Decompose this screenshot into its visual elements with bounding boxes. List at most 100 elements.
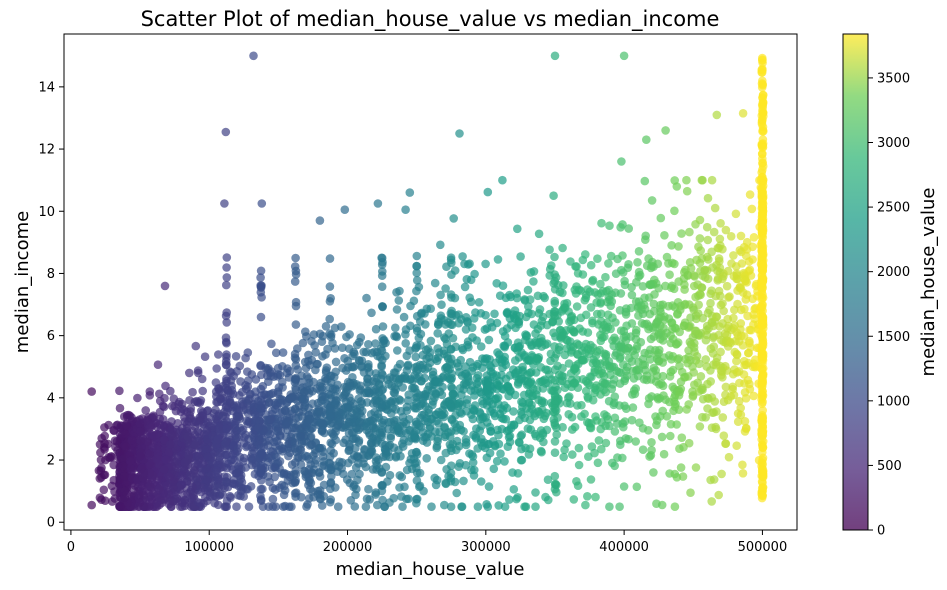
scatter-point: [441, 334, 450, 344]
scatter-point: [558, 363, 567, 373]
scatter-point: [234, 412, 244, 421]
scatter-point: [300, 394, 310, 404]
scatter-point: [551, 332, 560, 341]
scatter-point: [587, 442, 597, 451]
scatter-point: [757, 251, 766, 261]
scatter-point: [535, 377, 545, 387]
scatter-point: [447, 414, 456, 424]
scatter-point: [364, 360, 373, 369]
scatter-point: [532, 340, 542, 350]
scatter-point: [446, 375, 456, 385]
scatter-point: [550, 395, 560, 405]
scatter-point: [541, 492, 550, 502]
scatter-point: [126, 463, 135, 473]
scatter-point: [574, 443, 584, 453]
scatter-point: [406, 321, 415, 331]
scatter-point: [364, 340, 373, 349]
scatter-point: [736, 410, 746, 420]
scatter-point: [530, 411, 539, 421]
scatter-point: [290, 374, 300, 384]
scatter-point: [345, 381, 354, 391]
scatter-point: [469, 471, 479, 480]
scatter-point: [287, 502, 296, 512]
scatter-point: [703, 308, 713, 318]
scatter-point: [586, 475, 596, 484]
scatter-point: [191, 341, 201, 351]
scatter-point: [702, 362, 711, 371]
scatter-point: [745, 384, 755, 394]
scatter-point: [280, 501, 290, 511]
scatter-point: [672, 182, 682, 191]
scatter-point: [597, 366, 606, 376]
scatter-point: [222, 424, 231, 434]
scatter-point: [145, 387, 155, 396]
scatter-point: [661, 126, 670, 135]
scatter-point: [95, 474, 105, 483]
scatter-point: [716, 219, 725, 228]
scatter-point: [644, 349, 653, 359]
scatter-point: [105, 453, 115, 463]
scatter-point: [211, 487, 221, 497]
scatter-point: [136, 451, 145, 461]
scatter-point: [620, 401, 629, 411]
scatter-point: [745, 190, 755, 199]
scatter-point: [196, 487, 206, 497]
scatter-point: [309, 465, 319, 474]
scatter-point: [749, 391, 758, 401]
scatter-point: [677, 367, 687, 377]
scatter-point: [446, 502, 456, 512]
scatter-point: [711, 422, 720, 432]
scatter-point: [268, 494, 278, 504]
scatter-point: [430, 278, 440, 288]
scatter-point: [659, 323, 668, 333]
scatter-point: [516, 252, 525, 261]
scatter-point: [586, 303, 596, 312]
scatter-point: [412, 286, 421, 296]
scatter-point: [659, 353, 669, 362]
colorbar-tick-label: 2000: [877, 265, 910, 280]
scatter-point: [570, 422, 580, 432]
scatter-point: [109, 425, 118, 435]
scatter-point: [709, 227, 719, 237]
scatter-point: [508, 468, 517, 477]
scatter-point: [377, 260, 387, 270]
scatter-point: [229, 479, 239, 489]
scatter-point: [338, 343, 347, 353]
scatter-point: [352, 407, 362, 417]
scatter-point: [758, 183, 767, 193]
scatter-point: [377, 346, 387, 356]
scatter-point: [581, 500, 590, 510]
scatter-point: [649, 299, 659, 309]
scatter-point: [686, 488, 695, 498]
scatter-point: [420, 373, 430, 383]
scatter-point: [480, 325, 490, 334]
scatter-point: [321, 322, 331, 331]
scatter-point: [619, 482, 629, 491]
scatter-point: [677, 229, 686, 238]
scatter-point: [270, 472, 280, 482]
scatter-point: [741, 394, 751, 403]
scatter-point: [669, 406, 678, 416]
scatter-point: [356, 381, 365, 391]
scatter-point: [222, 496, 232, 506]
scatter-point: [447, 403, 456, 413]
scatter-point: [638, 445, 648, 455]
scatter-point: [585, 372, 595, 381]
scatter-point: [328, 338, 337, 348]
scatter-point: [558, 288, 567, 298]
scatter-point: [747, 204, 757, 214]
scatter-point: [486, 407, 495, 416]
scatter-point: [325, 329, 335, 338]
scatter-point: [412, 495, 421, 504]
scatter-point: [633, 258, 642, 267]
y-tick-label: 10: [38, 205, 55, 220]
scatter-point: [666, 419, 676, 429]
scatter-point: [558, 422, 567, 432]
scatter-point: [412, 468, 422, 478]
scatter-point: [271, 348, 281, 358]
scatter-point: [619, 51, 629, 61]
scatter-point: [200, 352, 210, 362]
scatter-point: [675, 444, 684, 454]
scatter-point: [161, 455, 171, 464]
scatter-point: [550, 376, 560, 385]
